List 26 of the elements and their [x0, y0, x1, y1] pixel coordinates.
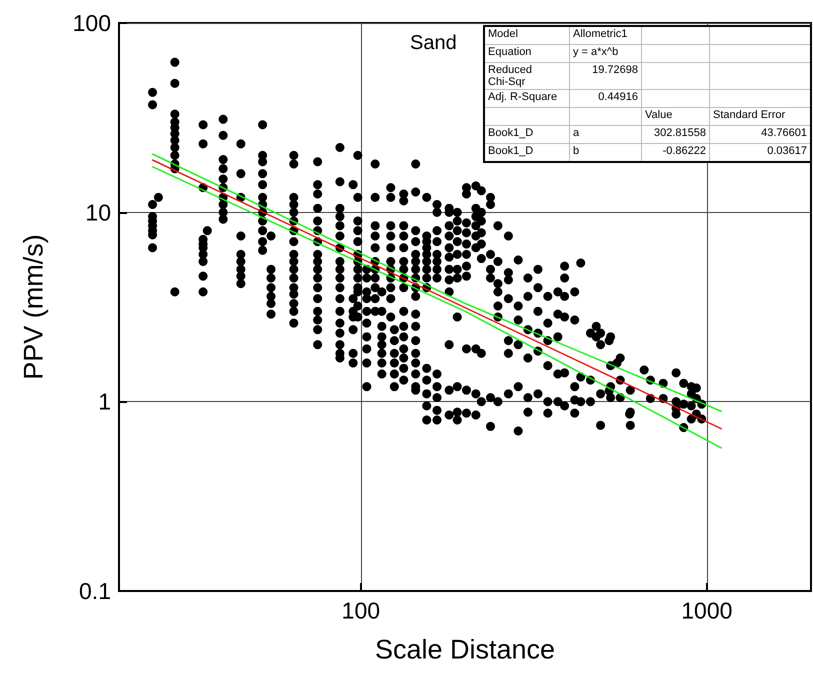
x-tick-label: 1000	[681, 598, 732, 624]
annotation: y = a*x^b	[570, 44, 642, 62]
y-tick-label: 0.1	[79, 578, 111, 604]
annotation: -0.86222	[642, 144, 710, 162]
y-axis-title: PPV (mm/s)	[18, 234, 48, 380]
annotation: b	[570, 144, 642, 162]
annotation: 0.03617	[710, 144, 811, 162]
y-tick-label: 10	[85, 199, 111, 226]
annotation: a	[570, 126, 642, 144]
x-axis-title: Scale Distance	[374, 634, 556, 664]
annotation: Equation	[484, 44, 570, 62]
annotation: Book1_D	[484, 126, 570, 144]
annotation: 302.81558	[642, 126, 710, 144]
chart-title: Sand	[410, 32, 457, 54]
y-tick-label: 100	[72, 10, 111, 36]
annotation: Book1_D	[484, 144, 570, 162]
annotation: Standard Error	[710, 108, 811, 126]
annotation: Model	[484, 26, 570, 44]
annotation: Value	[642, 108, 710, 126]
annotation: Reduced Chi-Sqr	[488, 64, 534, 88]
y-tick-label: 1	[98, 388, 111, 415]
annotation: Allometric1	[570, 26, 642, 44]
annotation: Adj. R-Square	[484, 90, 570, 108]
annotation: 43.76601	[710, 126, 811, 144]
annotation: 19.72698	[570, 62, 642, 90]
annotation: 0.44916	[570, 90, 642, 108]
